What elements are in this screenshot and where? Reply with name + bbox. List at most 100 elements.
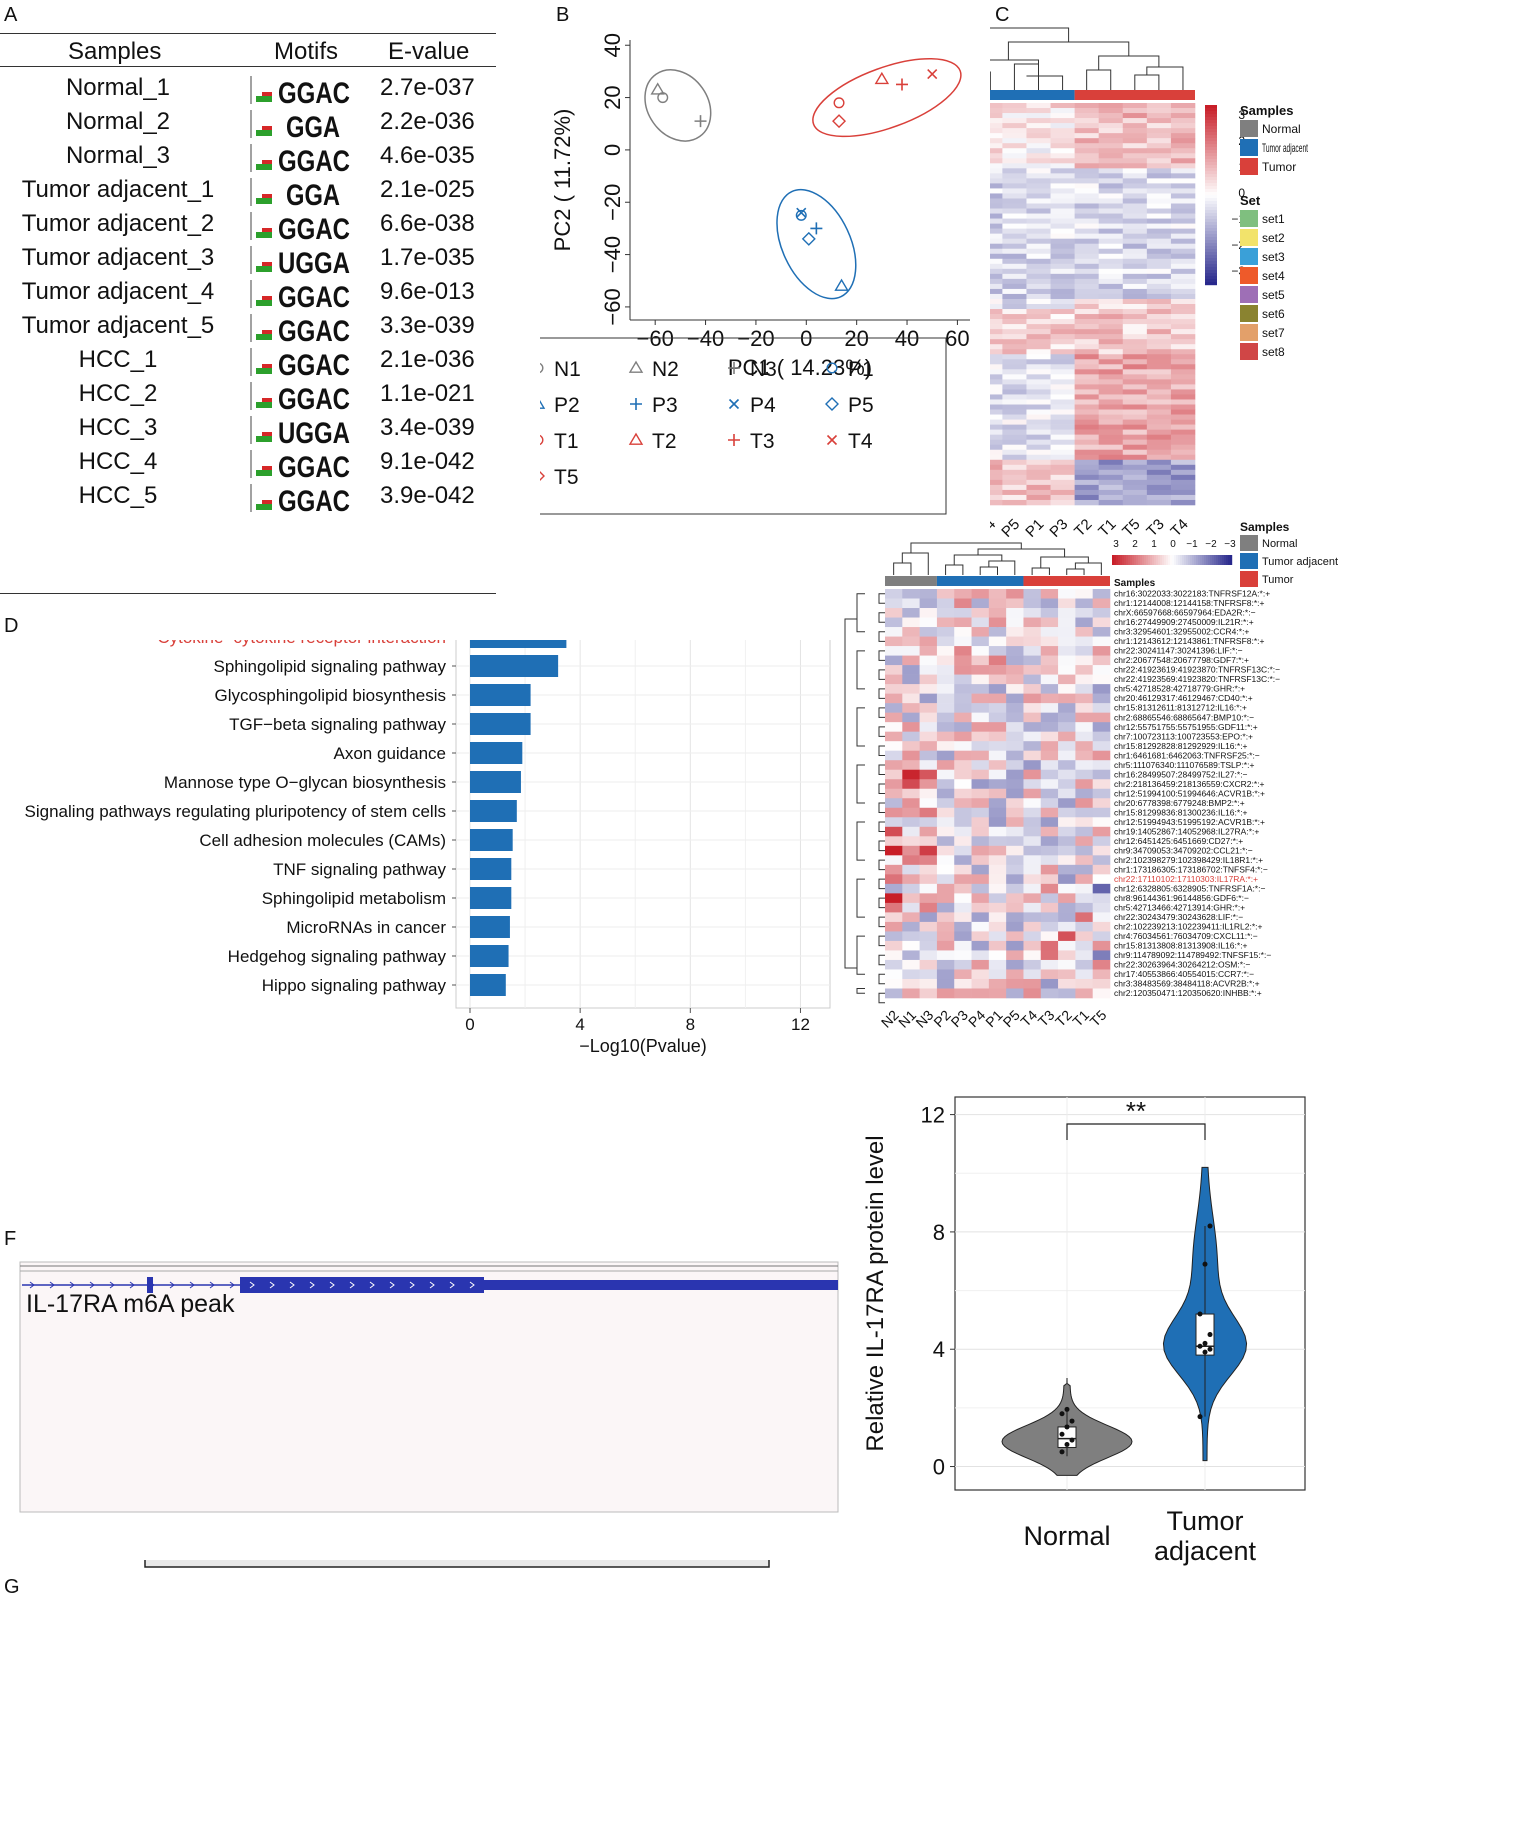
heatmap-cell (1122, 203, 1148, 209)
heatmap-cell (1122, 439, 1148, 445)
logo-small-letter (262, 262, 272, 266)
heatmap-cell (1092, 693, 1111, 704)
heatmap-cell (990, 474, 1003, 481)
heatmap-cell (1122, 188, 1148, 194)
gene-label: chr9:114789092:114789492:TNFSF15:*:− (1114, 950, 1271, 960)
bar-3 (470, 640, 567, 648)
heatmap-cell (1050, 444, 1075, 451)
heatmap-cell (1146, 283, 1172, 290)
heatmap-cell (1075, 864, 1093, 875)
heatmap-cell (1074, 349, 1099, 355)
heatmap-cell (1146, 429, 1172, 435)
dendrogram-branch (878, 992, 885, 1004)
motif-logo: GGAC (248, 140, 360, 178)
gene-label: chr22:41923619:41923870:TNFRSF13C:*:− (1114, 665, 1280, 675)
heatmap-cell (1170, 419, 1196, 425)
x-tick-label: 4 (575, 1015, 584, 1034)
heatmap-cell (936, 769, 955, 780)
legend-marker (540, 362, 544, 374)
heatmap-cell (1002, 138, 1027, 144)
heatmap-cell (1002, 223, 1027, 229)
heatmap-cell (919, 760, 938, 771)
heatmap-cell (936, 703, 955, 713)
heatmap-cell (1026, 218, 1051, 224)
heatmap-cell (902, 769, 920, 780)
heatmap-cell (1122, 153, 1148, 159)
heatmap-cell (1146, 414, 1172, 420)
heatmap-cell (1170, 309, 1196, 315)
strand-chevron (469, 1281, 475, 1289)
motif-letters: GGAC (278, 383, 350, 412)
heatmap-cell (1040, 845, 1059, 856)
table-row-evalue: 1.1e-021 (380, 380, 475, 407)
heatmap-cell (1026, 193, 1051, 199)
heatmap-cell (1058, 788, 1076, 799)
gene-label: chr5:111076340:111076589:TSLP:*:+ (1114, 760, 1254, 770)
heatmap-cell (1122, 389, 1148, 395)
heatmap-cell (1098, 409, 1124, 415)
heatmap-cell (1098, 499, 1124, 506)
heatmap-cell (1040, 798, 1059, 809)
heatmap-cell (1098, 489, 1124, 496)
heatmap-cell (1170, 183, 1196, 189)
heatmap-cell (971, 817, 990, 828)
heatmap-cell (1026, 349, 1051, 355)
set-legend-swatch (1240, 267, 1258, 284)
heatmap-cell (885, 684, 903, 694)
heatmap-cell (1146, 444, 1172, 451)
heatmap-cell (1040, 608, 1059, 618)
dendrogram-branch (856, 987, 865, 994)
legend-label: T3 (750, 430, 775, 453)
heatmap-cell (1170, 489, 1196, 496)
heatmap-cell (885, 655, 903, 666)
heatmap-cell (988, 931, 1007, 942)
heatmap-cell (1026, 494, 1051, 501)
heatmap-cell (1002, 233, 1027, 239)
heatmap-cell (1122, 243, 1148, 250)
legend-marker (628, 432, 644, 445)
heatmap-cell (885, 845, 903, 856)
heatmap-cell (990, 143, 1003, 149)
heatmap-cell (1170, 158, 1196, 164)
heatmap-cell (954, 855, 972, 866)
scale-gradient (1205, 114, 1217, 118)
heatmap-cell (988, 665, 1007, 675)
heatmap-cell (990, 394, 1003, 400)
heatmap-cell (954, 845, 972, 856)
heatmap-cell (990, 223, 1003, 229)
dendrogram-branch (856, 593, 865, 633)
heatmap-cell (1170, 324, 1196, 330)
heatmap-cell (1146, 188, 1172, 194)
heatmap-cell (1122, 464, 1148, 471)
heatmap-cell (1098, 243, 1124, 250)
logo-small-letter (256, 198, 272, 204)
heatmap-cell (990, 148, 1003, 154)
heatmap-cell (1026, 319, 1051, 325)
heatmap-cell (1026, 309, 1051, 315)
heatmap-cell (1026, 278, 1051, 285)
heatmap-cell (1050, 314, 1075, 320)
heatmap-cell (1026, 344, 1051, 350)
heatmap-cell (990, 283, 1003, 290)
heatmap-cell (1122, 298, 1148, 305)
heatmap-cell (1098, 459, 1124, 466)
samples-legend-swatch (1240, 535, 1258, 551)
heatmap-cell (1122, 489, 1148, 496)
heatmap-cell (1074, 399, 1099, 405)
heatmap-cell (1075, 788, 1093, 799)
heatmap-cell (1146, 454, 1172, 461)
heatmap-cell (902, 703, 920, 713)
heatmap-cell (1026, 118, 1051, 124)
heatmap-cell (988, 589, 1007, 599)
heatmap-cell (919, 950, 938, 961)
heatmap-cell (1098, 228, 1124, 234)
heatmap-cell (1146, 464, 1172, 471)
heatmap-cell (1170, 208, 1196, 214)
heatmap-cell (1122, 394, 1148, 400)
heatmap-cell (990, 133, 1003, 139)
heatmap-cell (902, 826, 920, 837)
dendrogram-branch (990, 27, 1070, 42)
heatmap-cell (1170, 213, 1196, 219)
heatmap-cell (1170, 188, 1196, 194)
heatmap-cell (1023, 826, 1042, 837)
